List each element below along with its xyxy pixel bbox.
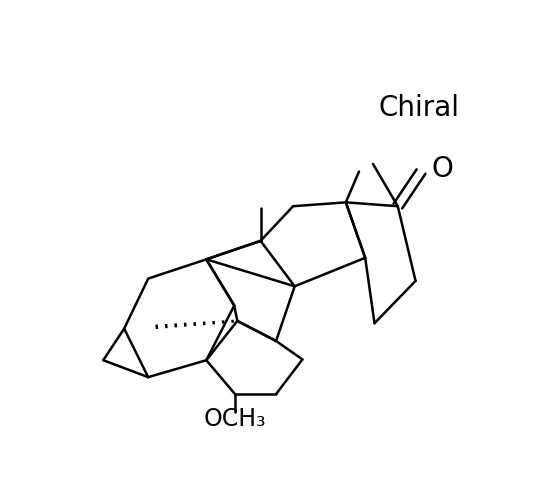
Text: O: O xyxy=(431,155,453,183)
Text: OCH₃: OCH₃ xyxy=(203,408,266,432)
Text: Chiral: Chiral xyxy=(379,94,459,121)
